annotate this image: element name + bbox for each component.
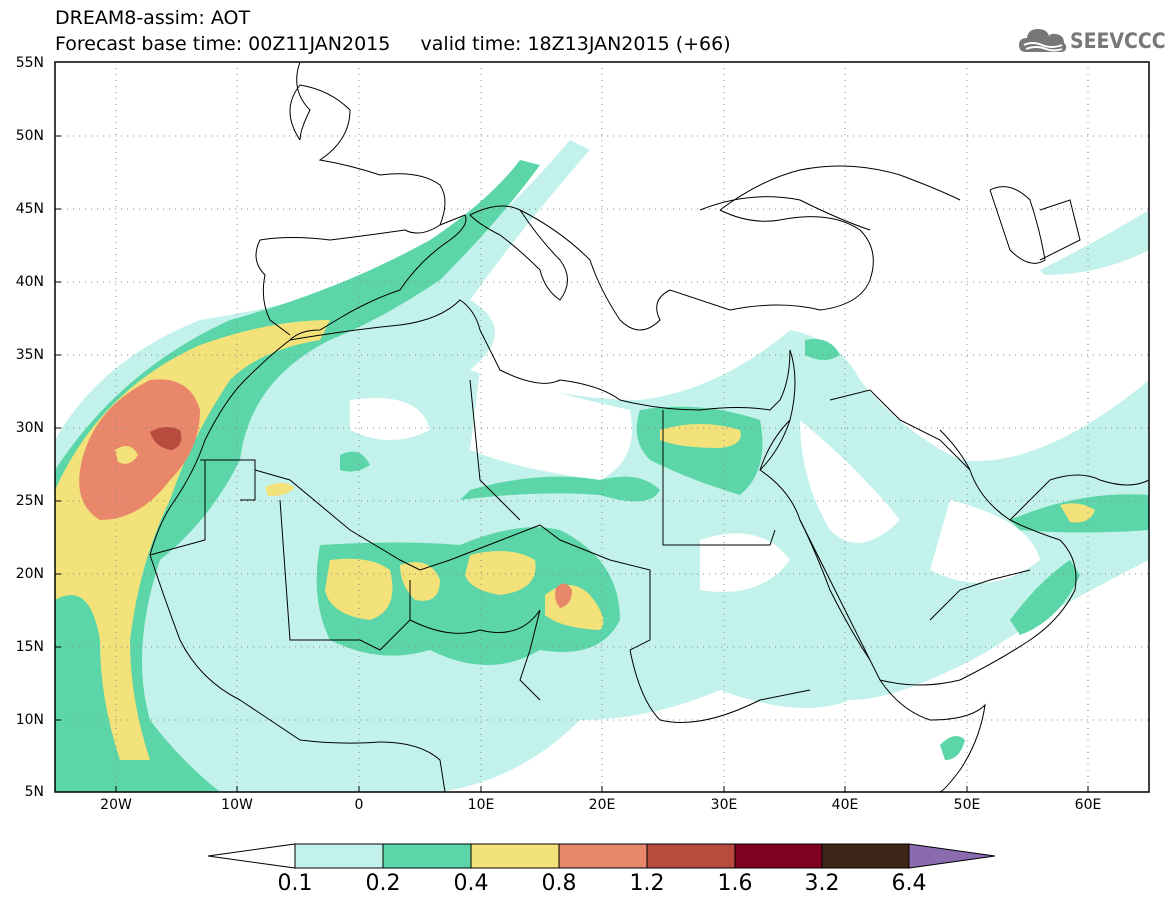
aot-field-high: [325, 558, 393, 620]
lon-label: 20E: [588, 797, 616, 813]
colorbar-bin: [734, 843, 823, 869]
aot-field-mid: [340, 451, 370, 472]
colorbar-bin: [470, 843, 560, 869]
aot-field-mid: [805, 339, 840, 360]
logo-text: SEEVCCC: [1070, 29, 1165, 53]
lat-label: 30N: [15, 420, 44, 436]
cloud-icon: [1019, 29, 1067, 52]
colorbar-label: 0.1: [277, 871, 313, 896]
aot-field-gap: [700, 533, 790, 592]
colorbar-bin: [821, 843, 910, 869]
lon-label: 0: [354, 797, 364, 813]
lat-label: 45N: [15, 201, 44, 217]
aot-fields: [55, 140, 1149, 792]
aot-field-gap: [930, 500, 1040, 583]
aot-field-mid: [460, 476, 660, 502]
lon-label: 10W: [221, 797, 253, 813]
aot-field-gap: [115, 446, 138, 464]
aot-field-high: [660, 424, 741, 448]
aot-field-mid: [940, 736, 965, 760]
coastlines: [149, 62, 1149, 792]
lat-label: 55N: [15, 55, 44, 71]
colorbar-label: 0.4: [453, 871, 489, 896]
aot-field-veryhigh: [555, 583, 572, 608]
lat-label: 15N: [15, 639, 44, 655]
lat-label: 50N: [15, 128, 44, 144]
aot-field-high: [265, 482, 295, 497]
lat-label: 35N: [15, 347, 44, 363]
aot-field-gap: [800, 420, 900, 543]
colorbar-over-arrow: [908, 843, 996, 869]
colorbar-bin: [558, 843, 648, 869]
colorbar-bin: [646, 843, 736, 869]
forecast-time-info: Forecast base time: 00Z11JAN2015 valid t…: [55, 33, 731, 55]
aot-field-mid: [1010, 560, 1080, 635]
aot-field-gap: [470, 370, 632, 480]
colorbar-label: 1.6: [717, 871, 753, 896]
colorbar-label: 1.2: [629, 871, 665, 896]
lat-label: 20N: [15, 566, 44, 582]
aot-field-high: [1060, 503, 1095, 523]
lon-label: 40E: [831, 797, 859, 813]
lat-label: 40N: [15, 274, 44, 290]
map-gridlines: [55, 62, 1149, 792]
colorbar-bin: [382, 843, 472, 869]
lon-label: 30E: [710, 797, 738, 813]
aot-field-gap: [350, 398, 430, 440]
aot-field-mid: [316, 527, 620, 665]
axis-ticks: [55, 61, 1089, 792]
aot-field-high: [465, 551, 536, 595]
lon-label: 20W: [100, 797, 132, 813]
lat-label: 5N: [24, 784, 44, 800]
aot-field-extreme: [150, 426, 182, 450]
map-title: DREAM8-assim: AOT: [55, 7, 251, 29]
colorbar-label: 0.8: [541, 871, 577, 896]
seevccc-logo: SEEVCCC: [1018, 24, 1165, 58]
colorbar-label: 3.2: [804, 871, 840, 896]
lat-label: 25N: [15, 493, 44, 509]
colorbar: [207, 843, 996, 869]
colorbar-under-arrow: [207, 843, 296, 869]
aot-field-veryhigh: [79, 379, 200, 520]
lat-label: 10N: [15, 712, 44, 728]
lon-label: 60E: [1074, 797, 1102, 813]
colorbar-label: 6.4: [891, 871, 927, 896]
colorbar-bin: [294, 843, 384, 869]
colorbar-label: 0.2: [365, 871, 401, 896]
lon-label: 10E: [467, 797, 495, 813]
lon-label: 50E: [953, 797, 981, 813]
aot-field-low: [1040, 210, 1149, 275]
